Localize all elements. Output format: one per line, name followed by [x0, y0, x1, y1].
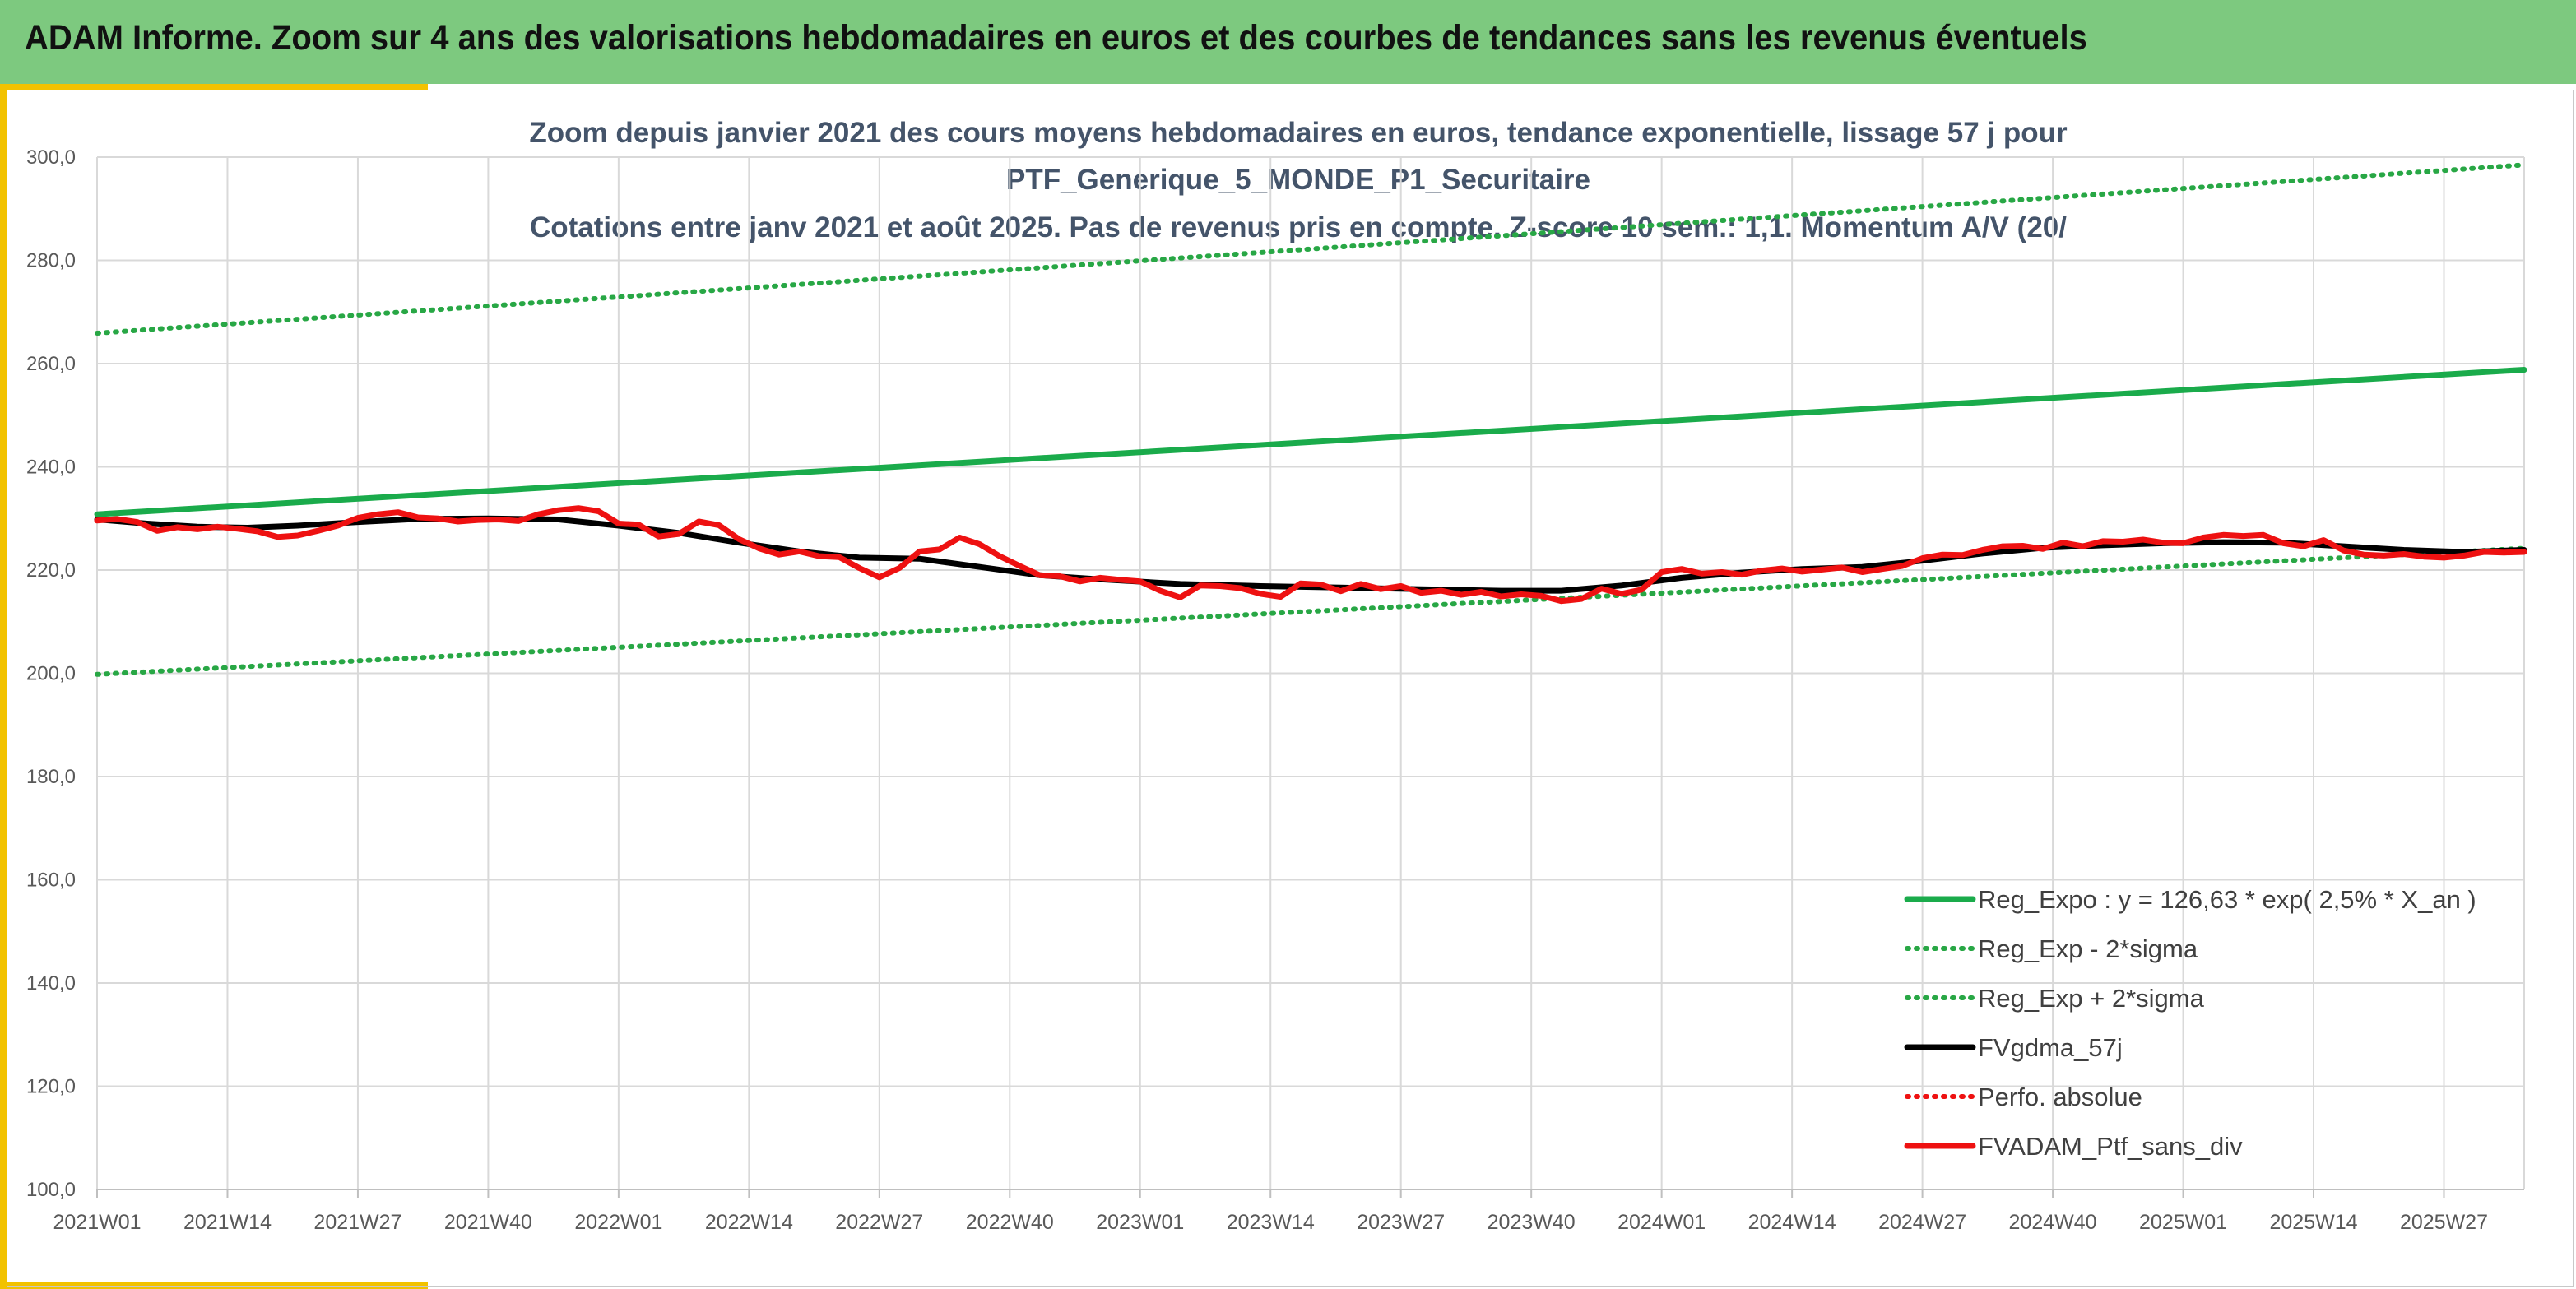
x-tick-label: 2024W01 [1618, 1211, 1706, 1234]
legend: Reg_Expo : y = 126,63 * exp( 2,5% * X_an… [1904, 885, 2476, 1161]
y-tick-label: 180,0 [26, 766, 76, 788]
series-line-0 [94, 367, 2527, 517]
grid-lines [96, 156, 2525, 1190]
series-line-2 [95, 162, 2527, 336]
y-tick-label: 300,0 [26, 146, 76, 169]
x-tick-label: 2022W27 [835, 1211, 923, 1234]
accent-bar-top [0, 84, 428, 90]
x-tick-label: 2021W27 [313, 1211, 401, 1234]
x-tick-label: 2025W27 [2400, 1211, 2488, 1234]
x-tick-label: 2025W14 [2269, 1211, 2357, 1234]
x-axis: 2021W01 2021W14 2021W27 2021W40 2022W01 2022W… [53, 1189, 2524, 1234]
y-tick-label: 280,0 [26, 250, 76, 272]
x-tick-label: 2024W27 [1878, 1211, 1966, 1234]
chart-title-line-1: Zoom depuis janvier 2021 des cours moyen… [529, 117, 2068, 149]
chart-frame [7, 90, 2574, 1287]
legend-label: Reg_Expo : y = 126,63 * exp( 2,5% * X_an… [1978, 885, 2476, 914]
y-tick-label: 140,0 [26, 972, 76, 995]
x-tick-label: 2023W40 [1488, 1211, 1576, 1234]
series-line-5 [94, 505, 2527, 605]
x-tick-label: 2023W01 [1096, 1211, 1184, 1234]
x-tick-label: 2021W14 [183, 1211, 272, 1234]
x-tick-label: 2022W40 [966, 1211, 1054, 1234]
x-tick-label: 2024W40 [2009, 1211, 2097, 1234]
legend-label: Perfo. absolue [1978, 1083, 2142, 1111]
x-tick-label: 2022W14 [705, 1211, 793, 1234]
legend-label: Reg_Exp - 2*sigma [1978, 934, 2198, 963]
y-axis: 100,0 120,0 140,0 160,0 180,0 200,0 220,0 240,0… [26, 146, 76, 1201]
header-banner: ADAM Informe. Zoom sur 4 ans des valoris… [0, 0, 2576, 84]
x-tick-label: 2025W01 [2139, 1211, 2227, 1234]
legend-label: FVgdma_57j [1978, 1033, 2123, 1062]
plot-area [94, 162, 2527, 677]
x-tick-label: 2023W27 [1357, 1211, 1445, 1234]
series-line-1 [95, 545, 2527, 677]
legend-label: Reg_Exp + 2*sigma [1978, 984, 2205, 1013]
legend-label: FVADAM_Ptf_sans_div [1978, 1132, 2243, 1161]
y-tick-label: 100,0 [26, 1179, 76, 1201]
banner-title: ADAM Informe. Zoom sur 4 ans des valoris… [25, 18, 2087, 58]
chart-title-line-3: Cotations entre janv 2021 et août 2025. … [530, 211, 2067, 243]
y-tick-label: 120,0 [26, 1076, 76, 1098]
accent-bar-bottom [0, 1282, 428, 1289]
x-tick-label: 2023W14 [1227, 1211, 1315, 1234]
y-tick-label: 260,0 [26, 353, 76, 375]
y-tick-label: 220,0 [26, 559, 76, 582]
x-tick-label: 2022W01 [574, 1211, 662, 1234]
y-tick-label: 200,0 [26, 663, 76, 685]
y-tick-label: 160,0 [26, 869, 76, 892]
chart-title: Zoom depuis janvier 2021 des cours moyen… [529, 117, 2068, 243]
series-line-3 [94, 515, 2527, 594]
x-tick-label: 2021W40 [444, 1211, 532, 1234]
x-tick-label: 2021W01 [53, 1211, 141, 1234]
accent-bar-left [0, 84, 7, 1289]
y-tick-label: 240,0 [26, 457, 76, 479]
x-tick-label: 2024W14 [1748, 1211, 1836, 1234]
chart-title-line-2: PTF_Generique_5_MONDE_P1_Securitaire [1006, 164, 1590, 196]
